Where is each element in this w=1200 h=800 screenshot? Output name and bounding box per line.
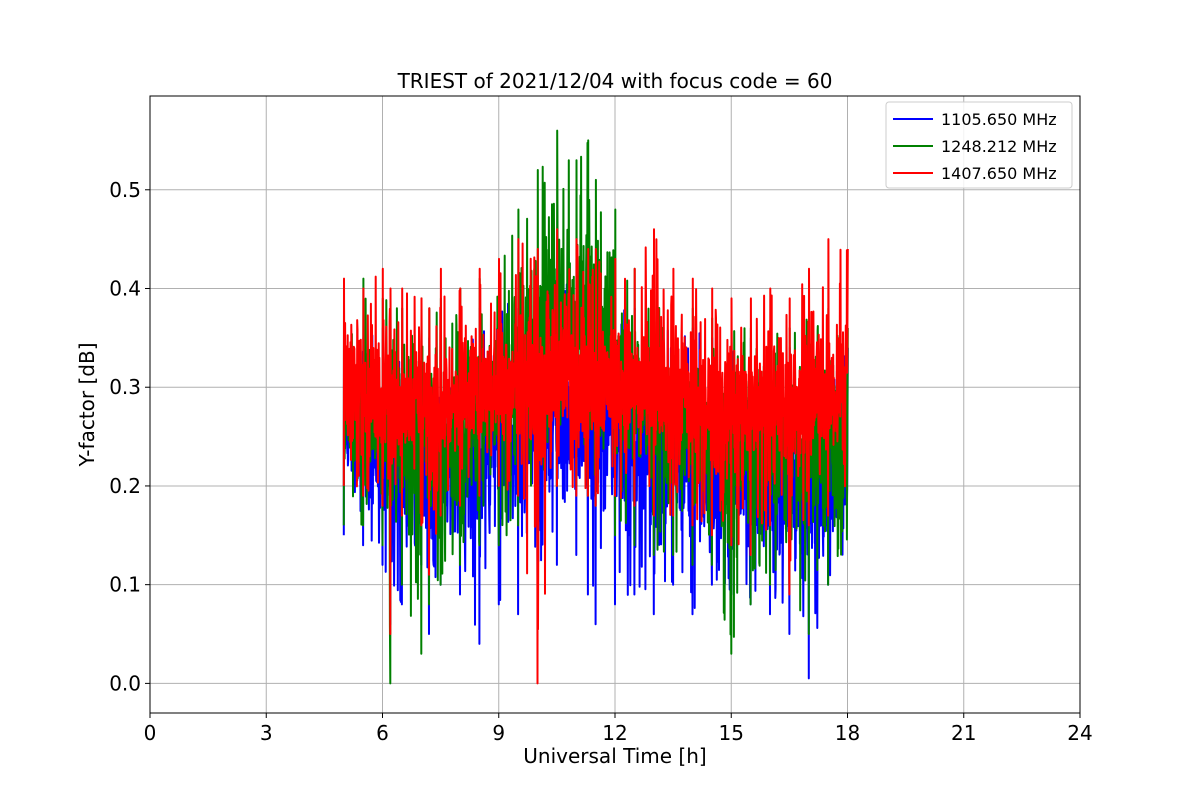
legend-entries: 1105.650 MHz 1248.212 MHz 1407.650 MHz: [893, 110, 1057, 183]
y-tick-label: 0.3: [109, 375, 141, 399]
x-tick-label: 21: [951, 721, 976, 745]
series-line-3: [342, 228, 849, 685]
y-tick-label: 0.0: [109, 671, 141, 695]
y-axis-ticks: 0.0 0.1 0.2 0.3 0.4 0.5: [109, 178, 150, 695]
x-tick-label: 6: [376, 721, 389, 745]
y-tick-label: 0.2: [109, 474, 141, 498]
y-axis-label: Y-factor [dB]: [75, 342, 99, 467]
legend-label: 1407.650 MHz: [941, 164, 1057, 183]
chart-title: TRIEST of 2021/12/04 with focus code = 6…: [397, 69, 833, 93]
legend: 1105.650 MHz 1248.212 MHz 1407.650 MHz: [885, 101, 1073, 189]
plot-series: [342, 129, 849, 685]
y-tick-label: 0.4: [109, 277, 141, 301]
x-tick-label: 0: [144, 721, 157, 745]
legend-label: 1105.650 MHz: [941, 110, 1057, 129]
x-tick-label: 12: [602, 721, 627, 745]
y-tick-label: 0.5: [109, 178, 141, 202]
x-tick-label: 3: [260, 721, 273, 745]
legend-label: 1248.212 MHz: [941, 137, 1057, 156]
x-tick-label: 9: [492, 721, 505, 745]
x-tick-label: 15: [719, 721, 744, 745]
x-axis-ticks: 0 3 6 9 12 15 18 21 24: [144, 713, 1093, 745]
y-tick-label: 0.1: [109, 573, 141, 597]
x-axis-label: Universal Time [h]: [523, 744, 706, 768]
x-tick-label: 18: [835, 721, 860, 745]
legend-box: [885, 101, 1073, 189]
x-tick-label: 24: [1067, 721, 1092, 745]
